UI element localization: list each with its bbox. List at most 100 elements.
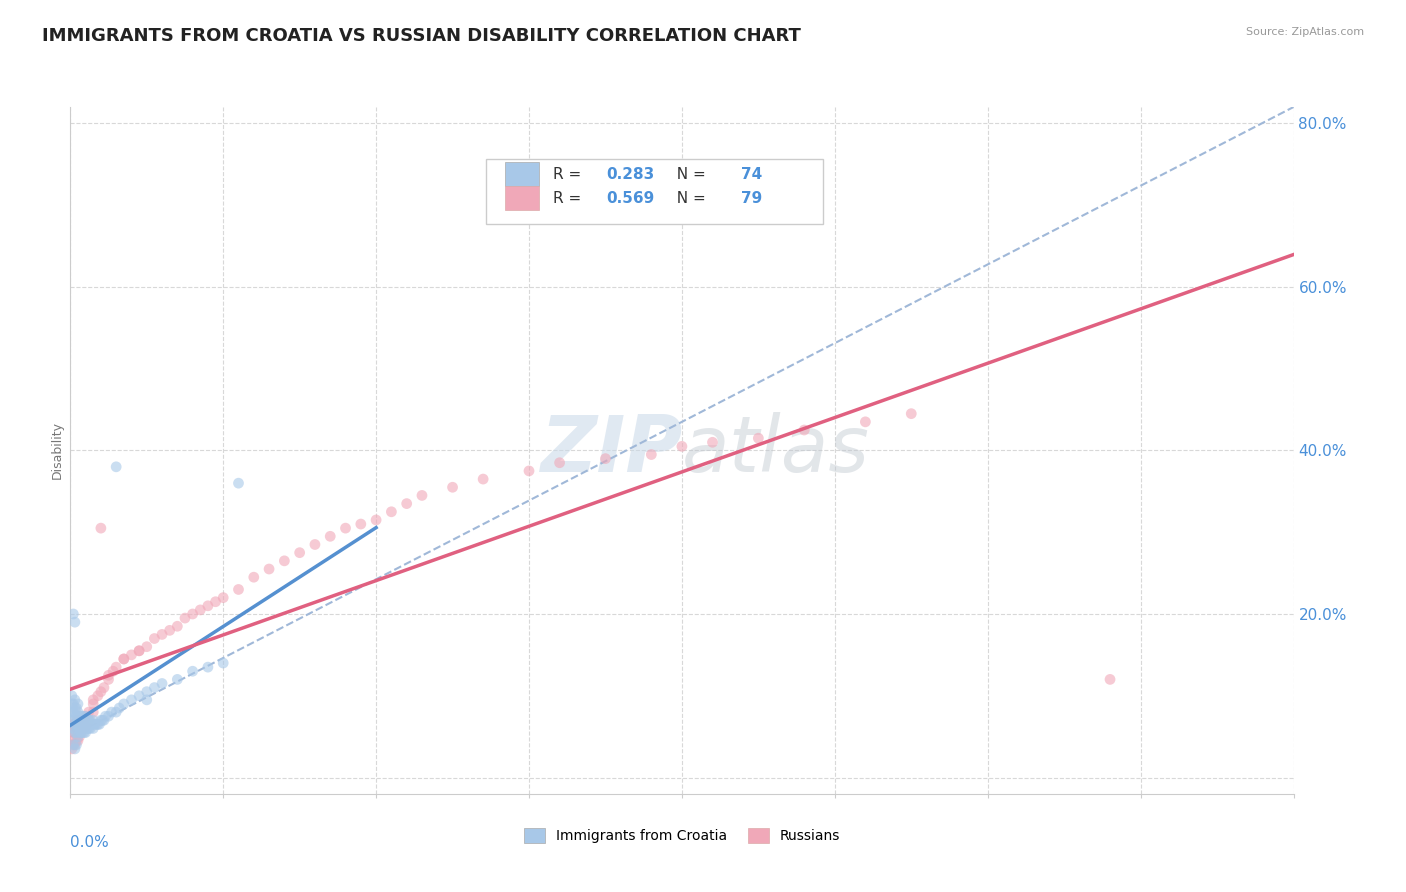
Point (75, 709, 97, 723)
Point (62, 697, 84, 711)
Point (73, 712, 96, 726)
Legend: Immigrants from Croatia, Russians: Immigrants from Croatia, Russians (519, 822, 845, 849)
Point (66, 733, 89, 747)
Point (63, 725, 86, 739)
Point (63, 738, 86, 752)
Point (243, 570, 266, 584)
Point (60, 689, 83, 703)
Point (70, 725, 93, 739)
Point (135, 640, 157, 654)
Y-axis label: Disability: Disability (51, 421, 63, 480)
Point (62, 738, 84, 752)
Point (82, 693, 104, 707)
Point (105, 660, 128, 674)
Point (93, 681, 115, 695)
Point (671, 439, 693, 453)
Point (65, 709, 87, 723)
Point (366, 513, 388, 527)
Point (304, 537, 326, 551)
Text: atlas: atlas (682, 412, 870, 489)
Point (174, 611, 197, 625)
Point (181, 664, 204, 678)
Point (84, 717, 107, 731)
Point (97, 709, 120, 723)
Point (75, 720, 97, 734)
Point (87, 717, 110, 731)
Point (66, 714, 89, 728)
Point (72, 722, 94, 736)
Point (69, 730, 91, 744)
Point (128, 644, 150, 658)
Point (76, 714, 98, 728)
Point (793, 423, 815, 437)
Point (79, 722, 101, 736)
Text: 0.283: 0.283 (606, 167, 654, 182)
Point (135, 684, 157, 698)
Point (60, 697, 83, 711)
Text: 74: 74 (741, 167, 762, 182)
Point (82, 714, 104, 728)
Point (181, 607, 204, 621)
Point (69, 709, 91, 723)
Text: R =: R = (554, 167, 586, 182)
Point (73, 722, 96, 736)
Point (87, 689, 110, 703)
Point (70, 717, 93, 731)
Text: R =: R = (554, 191, 586, 206)
Point (65, 722, 87, 736)
Point (900, 407, 922, 421)
Point (60, 742, 83, 756)
Point (62, 705, 84, 719)
Point (595, 451, 617, 466)
Point (89, 717, 111, 731)
Text: 0.0%: 0.0% (70, 835, 110, 850)
Point (121, 648, 143, 662)
Point (77, 705, 100, 719)
Point (197, 660, 219, 674)
Point (77, 714, 100, 728)
Point (69, 717, 91, 731)
Point (197, 599, 219, 613)
Point (77, 714, 100, 728)
Point (273, 554, 295, 568)
Point (97, 668, 120, 682)
Point (72, 714, 94, 728)
Point (63, 615, 86, 630)
Point (72, 725, 94, 739)
Point (150, 627, 173, 641)
Point (82, 722, 104, 736)
Point (62, 607, 84, 621)
Point (66, 722, 89, 736)
Point (66, 730, 89, 744)
Point (70, 717, 93, 731)
Point (105, 459, 128, 474)
Point (90, 521, 112, 535)
Text: N =: N = (668, 191, 711, 206)
Point (63, 717, 86, 731)
Point (69, 725, 91, 739)
Point (150, 676, 173, 690)
Point (82, 705, 104, 719)
Point (212, 656, 235, 670)
Point (63, 709, 86, 723)
Point (855, 415, 877, 429)
Point (70, 709, 93, 723)
Point (63, 717, 86, 731)
Point (548, 456, 571, 470)
Point (335, 521, 357, 535)
Point (395, 497, 418, 511)
Point (66, 722, 89, 736)
Point (73, 717, 96, 731)
Point (75, 709, 97, 723)
Point (128, 689, 150, 703)
Point (112, 652, 135, 666)
Point (65, 714, 87, 728)
Point (83, 717, 105, 731)
Point (94, 709, 117, 723)
Point (66, 705, 89, 719)
Point (82, 697, 104, 711)
Point (288, 546, 311, 560)
Point (90, 684, 112, 698)
Point (69, 717, 91, 731)
Text: ZIP: ZIP (540, 412, 682, 489)
